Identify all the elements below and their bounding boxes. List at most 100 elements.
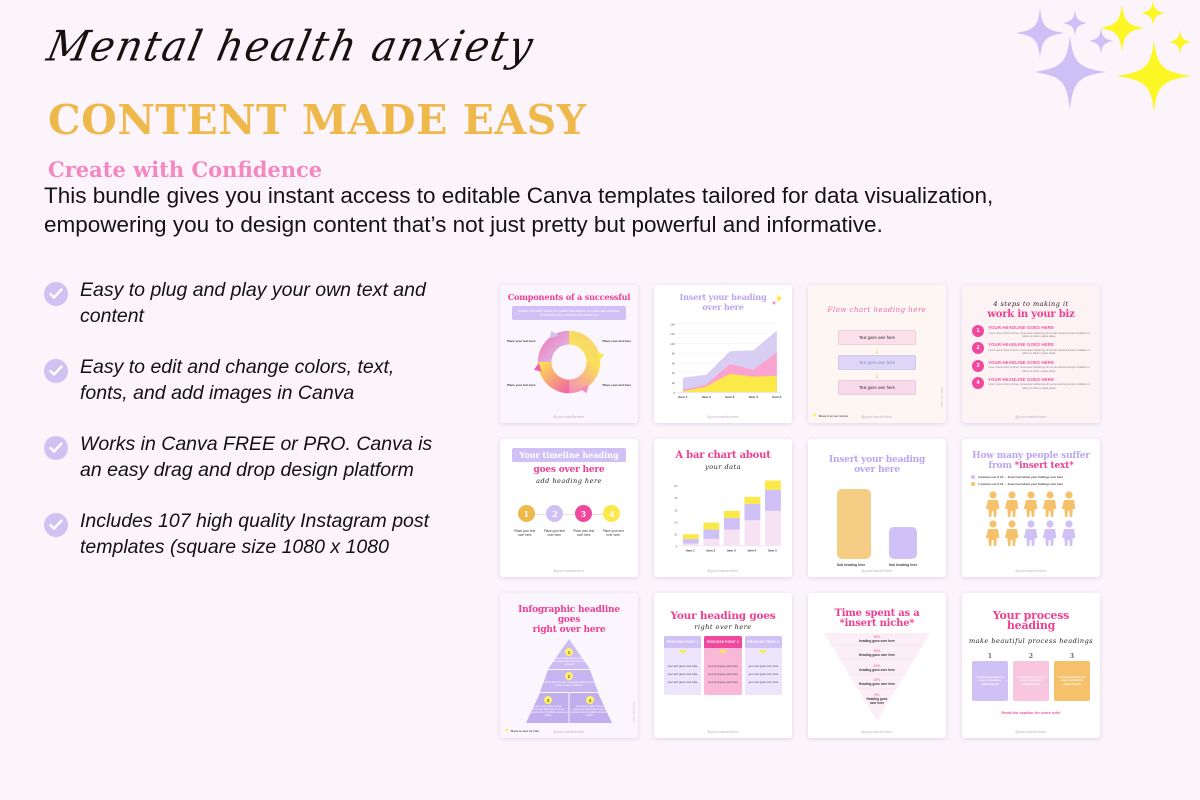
- svg-text:10: 10: [674, 533, 678, 537]
- step-body: Lorem ipsum dolor sit amet, consectetur …: [988, 366, 1090, 373]
- svg-text:Item 2: Item 2: [707, 548, 716, 552]
- triangle-down-icon: [678, 650, 687, 654]
- pyramid-body-1: Lorem ipsum dolor sit amet, consectetur …: [552, 657, 586, 666]
- step-headline: YOUR HEADLINE GOES HERE: [988, 342, 1054, 348]
- funnel-percent-4: 10%: [873, 678, 881, 682]
- page-title: CONTENT MADE EASY: [48, 96, 587, 144]
- template-thumbnail-pyramid[interactable]: Infographic headline goes right over her…: [500, 593, 638, 738]
- process-boxes: 1 Lorem ipsum dolor sit amet, consectetu…: [968, 653, 1094, 701]
- step-headline: YOUR HEADLINE GOES HERE: [988, 376, 1054, 382]
- process-column-2: PROCESS POINT 2 your text goes over here…: [704, 636, 742, 696]
- template-thumbnail-bar-chart[interactable]: A bar chart about your data 50 40 30 20 …: [654, 439, 792, 577]
- person-icon: [1061, 490, 1076, 517]
- template-thumbnail-process-columns[interactable]: Your heading goes right over here PROCES…: [654, 593, 792, 738]
- process-item: your text goes over here: [667, 671, 698, 676]
- funnel-percent-5: 5%: [874, 693, 880, 697]
- svg-text:Item 4: Item 4: [749, 395, 758, 399]
- svg-text:Item 3: Item 3: [727, 548, 736, 552]
- svg-text:100: 100: [670, 342, 675, 346]
- thumbnail-footer: @yourhandlehere: [1015, 569, 1047, 573]
- donut-chart: Place your text here Place your text her…: [506, 323, 632, 401]
- process-columns: PROCESS POINT 1 your text goes over here…: [664, 636, 782, 696]
- timeline-connector: [522, 513, 616, 515]
- thumbnail-title: Flow chart heading here: [827, 306, 927, 314]
- timeline-label-3: Place your text over here: [573, 529, 595, 538]
- legend-entry: 7 women out of 10 … insert text about yo…: [971, 481, 1091, 486]
- person-icon: [985, 490, 1000, 517]
- pyramid-number-4: 4: [586, 696, 594, 704]
- svg-text:40: 40: [672, 371, 676, 375]
- thumbnail-title: A bar chart about: [675, 450, 771, 461]
- template-thumbnail-funnel[interactable]: Time spent as a *insert niche* 50% headi…: [808, 593, 946, 738]
- step-item: 1 YOUR HEADLINE GOES HERE Lorem ipsum do…: [972, 325, 1090, 338]
- check-circle-icon: [44, 359, 68, 383]
- list-item-label: Works in Canva FREE or PRO. Canva is an …: [80, 433, 433, 481]
- triangle-down-icon: [759, 650, 768, 654]
- check-circle-icon: [44, 513, 68, 537]
- template-thumbnail-timeline[interactable]: Your timeline heading goes over here add…: [500, 439, 638, 577]
- bar-2: [889, 527, 917, 559]
- svg-text:140: 140: [670, 322, 675, 326]
- step-body: Lorem ipsum dolor sit amet, consectetur …: [988, 383, 1090, 390]
- thumbnail-title-line2: right over here: [532, 625, 606, 635]
- step-number: 4: [972, 376, 984, 389]
- arrow-down-icon: ↓: [874, 345, 880, 355]
- check-circle-icon: [44, 282, 68, 306]
- process-column-header: PROCESS POINT 3: [744, 636, 782, 648]
- step-item: 3 YOUR HEADLINE GOES HERE Lorem ipsum do…: [972, 359, 1090, 373]
- thumbnail-script: your data: [705, 463, 741, 471]
- process-box-2: 2 Lorem ipsum dolor sit amet, consectetu…: [1013, 653, 1049, 701]
- title-prefix: from: [988, 461, 1015, 471]
- thumbnail-title-line1: Insert your heading: [679, 292, 767, 302]
- step-number: 2: [972, 342, 984, 355]
- funnel-chart: 50% heading goes over here 30% Heading g…: [814, 633, 940, 721]
- template-thumbnail-numbered-steps[interactable]: 4 steps to making it work in your biz 1 …: [962, 285, 1100, 423]
- template-thumbnail-flow-chart[interactable]: Flow chart heading here Text goes over h…: [808, 285, 946, 423]
- thumbnail-footer: @yourhandlehere: [861, 730, 893, 734]
- pyramid-chart: 1 Lorem ipsum dolor sit amet, consectetu…: [506, 639, 632, 725]
- template-thumbnail-pictogram[interactable]: How many people suffer from *insert text…: [962, 439, 1100, 577]
- funnel-percent-2: 30%: [873, 649, 881, 653]
- flow-node-1: Text goes over here: [838, 330, 916, 345]
- process-box-body: Lorem ipsum dolor sit amet, consectetur …: [1054, 661, 1090, 701]
- sparkles-decoration: [1016, 0, 1192, 112]
- legend-entry: 3 women out of 10 … insert text about yo…: [971, 475, 1091, 479]
- thumbnail-footer: @yourhandlehere: [707, 730, 739, 734]
- thumbnail-script: make beautiful process headings: [968, 637, 1094, 645]
- step-body: Lorem ipsum dolor sit amet, consectetur …: [988, 348, 1090, 356]
- pyramid-body-3: Lorem ipsum dolor sit amet, consectetur …: [528, 705, 568, 717]
- person-icon: [1004, 490, 1019, 517]
- process-item: your text goes over here: [667, 664, 698, 668]
- svg-text:20: 20: [674, 520, 678, 524]
- thumbnail-footer: @yourhandlehere: [1015, 730, 1047, 734]
- svg-text:120: 120: [670, 332, 675, 336]
- process-box-body: Lorem ipsum dolor sit amet, consectetur …: [972, 661, 1008, 701]
- svg-text:50: 50: [674, 484, 678, 488]
- funnel-label-1: heading goes over here: [859, 639, 895, 643]
- process-column-body: your text goes over here your text goes …: [664, 658, 701, 695]
- step-headline: YOUR HEADLINE GOES HERE: [988, 359, 1054, 365]
- process-item: your text goes over here: [748, 664, 779, 668]
- svg-text:0: 0: [673, 391, 675, 395]
- pictogram-figures: [968, 490, 1094, 546]
- pyramid-number-3: 3: [544, 696, 552, 704]
- template-thumbnail-process-boxes[interactable]: Your process heading make beautiful proc…: [962, 593, 1100, 738]
- template-gallery: Components of a successful INSERT CONTEN…: [500, 285, 1100, 738]
- process-column-3: PROCESS POINT 3 your text goes over here…: [744, 636, 782, 696]
- template-thumbnail-two-bars[interactable]: Insert your heading over here Sub headin…: [808, 439, 946, 577]
- timeline-circle-2: 2: [546, 505, 564, 522]
- process-item: your text goes over here: [748, 679, 779, 684]
- bar-label-1: Sub heading here: [836, 563, 866, 567]
- list-item-label: Easy to edit and change colors, text, fo…: [80, 356, 395, 404]
- bar-chart-svg: 50 40 30 20 10 0: [674, 480, 781, 552]
- two-bar-labels: Sub heading here Sub heading here: [814, 563, 940, 567]
- step-number: 3: [972, 359, 984, 372]
- template-thumbnail-area-chart[interactable]: Insert your heading over here 140 120 10…: [654, 285, 792, 423]
- process-box-body: Lorem ipsum dolor sit amet, consectetur …: [1013, 661, 1049, 701]
- process-box-number: 3: [1069, 653, 1075, 660]
- thumbnail-footer: @yourhandlehere: [861, 415, 893, 419]
- template-thumbnail-donut-cycle[interactable]: Components of a successful INSERT CONTEN…: [500, 285, 638, 423]
- process-column-header: PROCESS POINT 1: [664, 636, 702, 648]
- flow-node-3: Text goes over here: [838, 380, 916, 395]
- timeline-steps: 1 2 3 4: [506, 505, 632, 522]
